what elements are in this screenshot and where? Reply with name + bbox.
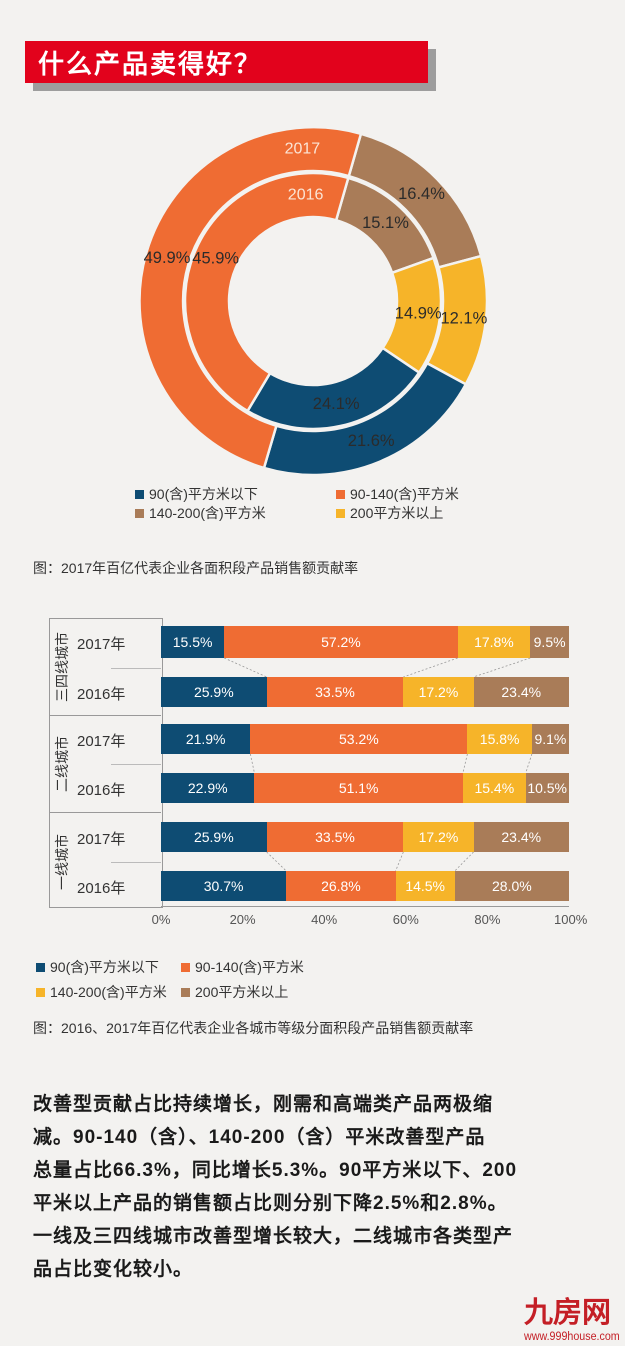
svg-text:21.6%: 21.6% [348, 432, 395, 450]
svg-text:2017: 2017 [285, 141, 321, 158]
svg-text:45.9%: 45.9% [192, 249, 239, 267]
svg-text:16.4%: 16.4% [398, 185, 445, 203]
svg-text:12.1%: 12.1% [441, 309, 488, 327]
svg-text:49.9%: 49.9% [144, 249, 191, 267]
svg-text:14.9%: 14.9% [395, 305, 442, 323]
svg-text:24.1%: 24.1% [313, 395, 360, 413]
svg-text:2016: 2016 [288, 187, 324, 204]
svg-text:15.1%: 15.1% [362, 214, 409, 232]
